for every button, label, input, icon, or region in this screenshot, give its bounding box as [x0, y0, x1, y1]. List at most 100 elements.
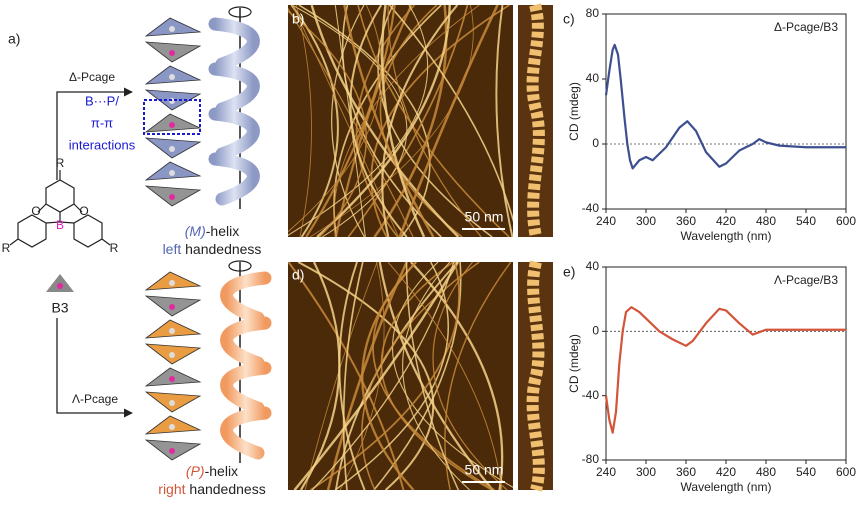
- highlight-box: [143, 99, 201, 135]
- helix-sense: (M): [185, 223, 206, 239]
- y-axis-label: CD (mdeg): [567, 334, 581, 393]
- fiber: [398, 5, 499, 237]
- helix-label: right handedness: [158, 481, 265, 497]
- helix-label: (M)-helix: [185, 223, 239, 239]
- scale-label: 50 nm: [465, 462, 504, 478]
- afm-fibers: [288, 5, 513, 237]
- fiber: [288, 5, 429, 236]
- panel-label: c): [563, 11, 575, 27]
- fiber: [432, 262, 508, 490]
- panel-label: b): [292, 11, 304, 27]
- fiber: [402, 262, 470, 490]
- cage-center: [169, 146, 175, 152]
- fiber: [387, 262, 503, 490]
- atom: R: [56, 156, 65, 170]
- fiber: [405, 262, 460, 490]
- x-tick-label: 300: [636, 465, 656, 479]
- x-tick-label: 480: [756, 214, 776, 228]
- cage-center: [169, 304, 175, 310]
- afm-zoom-fiber: [526, 3, 545, 239]
- handedness: right: [158, 481, 185, 497]
- fiber: [361, 262, 480, 490]
- fiber: [495, 5, 513, 237]
- fiber: [288, 5, 383, 233]
- x-tick-label: 420: [716, 214, 736, 228]
- cage-stack: [144, 17, 202, 207]
- fiber: [361, 262, 417, 490]
- y-tick-label: 0: [592, 324, 599, 338]
- fiber: [288, 262, 405, 490]
- fiber: [343, 5, 435, 237]
- annotation: Δ-Pcage/B3: [774, 20, 838, 34]
- fiber: [299, 262, 341, 490]
- cage-center: [169, 194, 175, 200]
- y-tick-label: -40: [582, 201, 600, 215]
- cd-curve: [604, 306, 846, 434]
- cage-center: [169, 328, 175, 334]
- afm-fibers: [288, 262, 513, 490]
- handedness-word: handedness: [186, 481, 266, 497]
- scheme-arrows: [56, 87, 133, 418]
- cage-center: [169, 50, 175, 56]
- x-tick-label: 600: [836, 214, 856, 228]
- fiber: [347, 5, 469, 237]
- fiber: [378, 262, 494, 490]
- tube: [220, 271, 272, 460]
- fiber: [388, 5, 513, 223]
- rotation-arrow: [228, 6, 252, 18]
- panel-label: a): [8, 31, 20, 47]
- fiber: [298, 5, 431, 237]
- x-tick-label: 240: [596, 214, 616, 228]
- atom: O: [79, 204, 88, 218]
- x-tick-label: 360: [676, 214, 696, 228]
- atom: O: [31, 204, 40, 218]
- fiber: [291, 5, 408, 237]
- helix-label: (P)-helix: [186, 463, 238, 479]
- cage-center: [169, 280, 175, 286]
- afm-zoom-fiber: [526, 260, 545, 492]
- x-axis-label: Wavelength (nm): [681, 229, 772, 243]
- cd-curve: [604, 43, 846, 170]
- plot-frame: [605, 13, 847, 210]
- fiber: [290, 5, 339, 237]
- fiber: [295, 5, 312, 237]
- x-axis-label: Wavelength (nm): [681, 480, 772, 494]
- cage-center: [169, 122, 175, 128]
- cage-center: [169, 448, 175, 454]
- helix-suffix: -helix: [206, 223, 239, 239]
- x-tick-label: 300: [636, 214, 656, 228]
- annotation: Λ-Pcage/B3: [774, 273, 838, 287]
- y-tick-label: 0: [592, 136, 599, 150]
- molecule: [9, 170, 111, 248]
- fiber: [379, 5, 463, 237]
- fiber: [342, 262, 364, 490]
- fiber: [341, 5, 442, 237]
- b3-icon: [57, 283, 63, 289]
- cage-center: [169, 400, 175, 406]
- cage-center: [169, 424, 175, 430]
- y-tick-label: -80: [582, 452, 600, 466]
- x-tick-label: 600: [836, 465, 856, 479]
- rotation-arrow: [228, 260, 252, 272]
- panel-label: e): [563, 264, 575, 280]
- interaction-text: B···P/: [85, 93, 119, 108]
- fiber: [334, 262, 450, 490]
- atom: R: [110, 241, 119, 255]
- handedness-word: handedness: [181, 241, 261, 257]
- fiber: [316, 5, 451, 237]
- cage-center: [169, 26, 175, 32]
- fiber: [305, 5, 396, 237]
- interaction-text: π-π: [91, 115, 113, 130]
- fiber: [310, 262, 460, 490]
- tube: [208, 17, 260, 206]
- y-tick-label: 40: [586, 259, 600, 273]
- fiber: [288, 7, 414, 237]
- fiber: [293, 262, 460, 490]
- plot-frame: [605, 266, 847, 461]
- atom: R: [2, 241, 11, 255]
- arrow-label: Δ-Pcage: [69, 70, 115, 84]
- x-tick-label: 420: [716, 465, 736, 479]
- x-tick-label: 540: [796, 214, 816, 228]
- helix-label: left handedness: [163, 241, 262, 257]
